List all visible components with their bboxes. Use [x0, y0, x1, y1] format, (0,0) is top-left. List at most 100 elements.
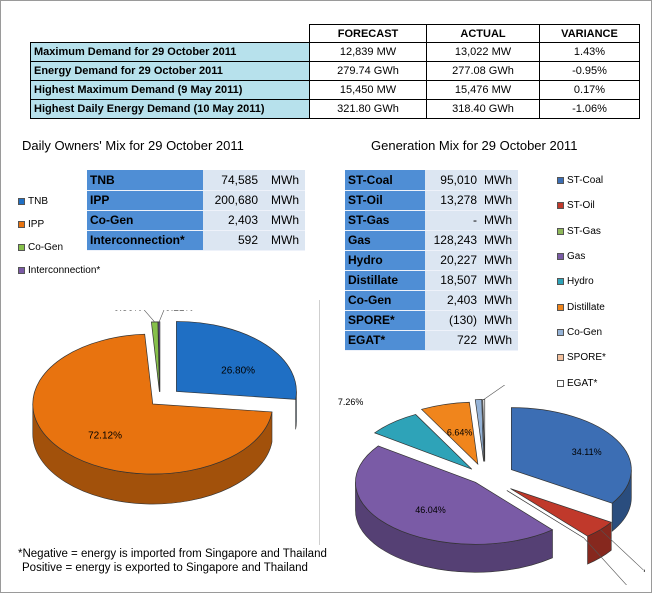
leader-line	[158, 310, 165, 322]
fuel-unit: MWh	[480, 170, 518, 191]
legend-swatch	[557, 379, 564, 387]
pie-label-hydro: 7.26%	[338, 397, 364, 407]
pie-slice-co-gen	[150, 321, 160, 392]
fuel-unit: MWh	[480, 290, 518, 311]
fuel-value: 13,278	[425, 190, 480, 211]
owners-mix-table: TNB 74,585 MWh IPP 200,680 MWh Co-Gen 2,…	[87, 170, 305, 251]
variance-value: -0.95%	[539, 61, 640, 81]
table-row: Hydro 20,227 MWh	[345, 250, 518, 271]
legend-swatch	[557, 303, 564, 311]
pie-label-gas: 46.04%	[415, 505, 446, 515]
legend-item-co-gen: Co-Gen	[18, 236, 100, 259]
owner-unit: MWh	[261, 190, 305, 211]
table-row: Energy Demand for 29 October 2011 279.74…	[30, 61, 640, 81]
owner-unit: MWh	[261, 210, 305, 231]
owner-value: 200,680	[203, 190, 261, 211]
generation-mix-title: Generation Mix for 29 October 2011	[371, 138, 578, 153]
pie-slice-co-gen	[474, 399, 485, 462]
fuel-unit: MWh	[480, 190, 518, 211]
legend-item-st-oil: ST-Oil	[557, 193, 606, 218]
fuel-value: 2,403	[425, 290, 480, 311]
legend-swatch	[557, 328, 564, 336]
table-header-forecast: FORECAST	[309, 24, 427, 43]
fuel-value: 128,243	[425, 230, 480, 251]
forecast-value: 279.74 GWh	[309, 61, 427, 81]
pie-slice-hydro	[373, 414, 473, 470]
fuel-name: SPORE*	[345, 310, 425, 331]
fuel-value: 20,227	[425, 250, 480, 271]
legend-label: Co-Gen	[28, 242, 64, 253]
table-row: EGAT* 722 MWh	[345, 330, 518, 351]
legend-item-egat: EGAT*	[557, 370, 606, 395]
leader-line	[483, 385, 506, 400]
footnote: *Negative = energy is imported from Sing…	[18, 547, 327, 575]
table-row: TNB 74,585 MWh	[87, 170, 305, 191]
legend-item-gas: Gas	[557, 244, 606, 269]
fuel-unit: MWh	[480, 270, 518, 291]
owners-pie-chart: 26.80% 72.12% 0.86% 0.21%	[32, 310, 297, 505]
legend-swatch	[557, 227, 564, 235]
variance-value: -1.06%	[539, 99, 640, 119]
table-row: ST-Coal 95,010 MWh	[345, 170, 518, 191]
fuel-value: 95,010	[425, 170, 480, 191]
pie-slice-st-gas	[506, 490, 585, 539]
table-header-row: FORECAST ACTUAL VARIANCE	[30, 24, 640, 43]
generation-legend: ST-Coal ST-Oil ST-Gas Gas Hydro Distillate Co-…	[557, 168, 606, 396]
actual-value: 277.08 GWh	[426, 61, 540, 81]
legend-swatch	[557, 278, 564, 286]
fuel-name: Hydro	[345, 250, 425, 271]
owner-unit: MWh	[261, 170, 305, 191]
table-row: Maximum Demand for 29 October 2011 12,83…	[30, 42, 640, 62]
pie-slice-ipp	[32, 333, 273, 475]
footnote-line-2: Positive = energy is exported to Singapo…	[22, 562, 308, 574]
pie-label-st-oil: 4.77%	[644, 565, 645, 575]
row-label: Highest Maximum Demand (9 May 2011)	[30, 80, 310, 100]
fuel-name: Gas	[345, 230, 425, 251]
legend-item-interconnection: Interconnection*	[18, 259, 100, 282]
fuel-value: (130)	[425, 310, 480, 331]
pie-slice-egat	[482, 399, 486, 462]
legend-label: ST-Coal	[567, 175, 604, 187]
leader-line	[143, 310, 155, 323]
table-row: Co-Gen 2,403 MWh	[345, 290, 518, 311]
actual-value: 15,476 MW	[426, 80, 540, 100]
owner-name: IPP	[87, 190, 203, 211]
pie-slice-st-coal	[510, 407, 632, 504]
pie-label-st-coal: 34.11%	[572, 447, 602, 457]
legend-label: Hydro	[567, 276, 594, 288]
legend-label: Distillate	[567, 301, 605, 313]
table-row: Interconnection* 592 MWh	[87, 230, 305, 251]
table-row: Co-Gen 2,403 MWh	[87, 210, 305, 231]
legend-swatch	[18, 244, 25, 251]
pie-label-ipp: 72.12%	[88, 431, 122, 442]
owner-name: Co-Gen	[87, 210, 203, 231]
table-row: Distillate 18,507 MWh	[345, 270, 518, 291]
legend-label: ST-Oil	[567, 200, 595, 212]
table-row: Gas 128,243 MWh	[345, 230, 518, 251]
fuel-name: Co-Gen	[345, 290, 425, 311]
fuel-value: -	[425, 210, 480, 231]
fuel-name: ST-Gas	[345, 210, 425, 231]
table-header-actual: ACTUAL	[426, 24, 540, 43]
row-label: Energy Demand for 29 October 2011	[30, 61, 310, 81]
generation-pie-chart: 34.11%4.77%0.00%46.04%7.26%6.64%0.86%-0.…	[338, 385, 645, 585]
legend-item-tnb: TNB	[18, 190, 100, 213]
generation-mix-table: ST-Coal 95,010 MWh ST-Oil 13,278 MWh ST-…	[345, 170, 518, 351]
table-header-variance: VARIANCE	[539, 24, 640, 43]
legend-swatch	[18, 221, 25, 228]
pie-label-tnb: 26.80%	[221, 365, 255, 376]
fuel-name: Distillate	[345, 270, 425, 291]
table-row: IPP 200,680 MWh	[87, 190, 305, 211]
forecast-value: 12,839 MW	[309, 42, 427, 62]
owner-value: 2,403	[203, 210, 261, 231]
owner-name: Interconnection*	[87, 230, 203, 251]
owner-unit: MWh	[261, 230, 305, 251]
divider	[319, 300, 320, 545]
table-row: ST-Gas - MWh	[345, 210, 518, 231]
fuel-unit: MWh	[480, 230, 518, 251]
pie-slice-gas	[355, 445, 554, 545]
row-label: Maximum Demand for 29 October 2011	[30, 42, 310, 62]
legend-label: EGAT*	[567, 377, 598, 389]
legend-item-distillate: Distillate	[557, 294, 606, 319]
legend-label: SPORE*	[567, 352, 606, 364]
